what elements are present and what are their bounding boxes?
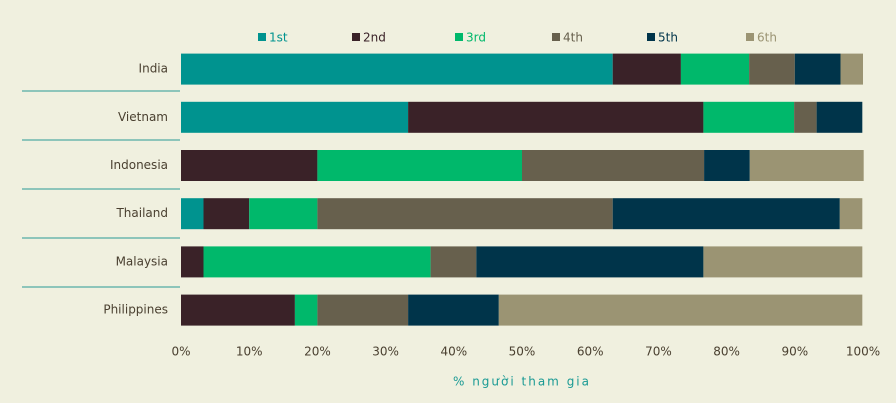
y-tick-label: Thailand	[115, 206, 168, 220]
bar-segment	[408, 101, 704, 133]
bar-segment	[317, 198, 613, 230]
y-tick-label: India	[139, 62, 168, 76]
bar-segment	[794, 101, 817, 133]
x-tick-label: 40%	[440, 345, 467, 359]
x-tick-label: 30%	[372, 345, 399, 359]
bar-segment	[498, 294, 863, 326]
legend-label: 1st	[269, 31, 288, 45]
bar-segment	[203, 246, 431, 278]
bar-segment	[430, 246, 477, 278]
bar-segment	[181, 53, 613, 85]
y-tick-label: Indonesia	[110, 158, 168, 172]
bar-segment	[181, 150, 318, 181]
x-tick-label: 50%	[509, 345, 536, 359]
bar-segment	[749, 53, 795, 85]
y-tick-label: Vietnam	[118, 110, 168, 124]
legend-swatch	[352, 33, 360, 41]
bar-segment	[816, 101, 863, 133]
bar-segment	[203, 198, 250, 230]
legend-swatch	[258, 33, 266, 41]
bar-segment	[249, 198, 318, 230]
bar-segment	[612, 198, 840, 230]
bar-segment	[522, 150, 705, 181]
bar-segment	[317, 294, 409, 326]
bar-segment	[703, 101, 795, 133]
legend-swatch	[552, 33, 560, 41]
bar-segment	[680, 53, 750, 85]
x-tick-label: 80%	[713, 345, 740, 359]
y-tick-label: Malaysia	[116, 254, 168, 268]
x-tick-label: 100%	[846, 345, 880, 359]
legend-label: 6th	[757, 31, 777, 45]
bar-segment	[181, 101, 409, 133]
bar-segment	[294, 294, 318, 326]
bar-segment	[317, 150, 522, 181]
bar-segment	[704, 150, 750, 181]
bar-segment	[612, 53, 681, 85]
bar-segment	[839, 198, 863, 230]
bar-segment	[703, 246, 863, 278]
legend-swatch	[746, 33, 754, 41]
x-tick-label: 70%	[645, 345, 672, 359]
bar-segment	[408, 294, 499, 326]
y-tick-label: Philippines	[103, 303, 168, 317]
x-tick-label: 0%	[171, 345, 190, 359]
bar-segment	[476, 246, 704, 278]
bar-segment	[181, 198, 204, 230]
legend-label: 2nd	[363, 31, 386, 45]
x-axis-label: % người tham gia	[453, 375, 591, 389]
bar-segment	[794, 53, 841, 85]
x-tick-label: 60%	[577, 345, 604, 359]
bar-segment	[181, 246, 204, 278]
legend-label: 4th	[563, 31, 583, 45]
legend-swatch	[455, 33, 463, 41]
bar-segment	[749, 150, 864, 181]
x-tick-label: 10%	[236, 345, 263, 359]
bar-segment	[840, 53, 863, 85]
legend-label: 3rd	[466, 31, 486, 45]
x-tick-label: 20%	[304, 345, 331, 359]
row-separators	[22, 90, 180, 288]
x-tick-label: 90%	[781, 345, 808, 359]
legend-label: 5th	[658, 31, 678, 45]
legend-swatch	[647, 33, 655, 41]
bar-segment	[181, 294, 295, 326]
